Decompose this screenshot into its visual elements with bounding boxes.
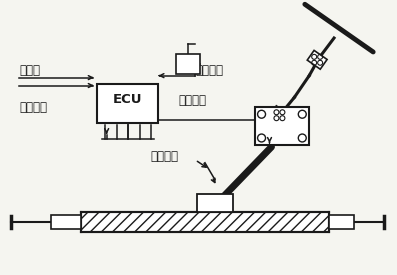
Bar bbox=[81, 212, 329, 232]
Text: 蓄电池: 蓄电池 bbox=[19, 64, 40, 77]
Bar bbox=[176, 54, 200, 74]
Bar bbox=[270, 106, 289, 125]
Bar bbox=[51, 215, 81, 229]
Bar bbox=[254, 107, 309, 145]
Bar bbox=[197, 194, 233, 212]
Text: ECU: ECU bbox=[113, 93, 142, 106]
Bar bbox=[307, 50, 327, 69]
Text: 转矩信号: 转矩信号 bbox=[195, 64, 223, 77]
Text: 车速信号: 车速信号 bbox=[19, 101, 47, 114]
Bar bbox=[97, 84, 158, 123]
Bar bbox=[329, 215, 354, 229]
Text: 电流信号: 电流信号 bbox=[150, 150, 178, 163]
Text: 控制信号: 控制信号 bbox=[178, 94, 206, 107]
